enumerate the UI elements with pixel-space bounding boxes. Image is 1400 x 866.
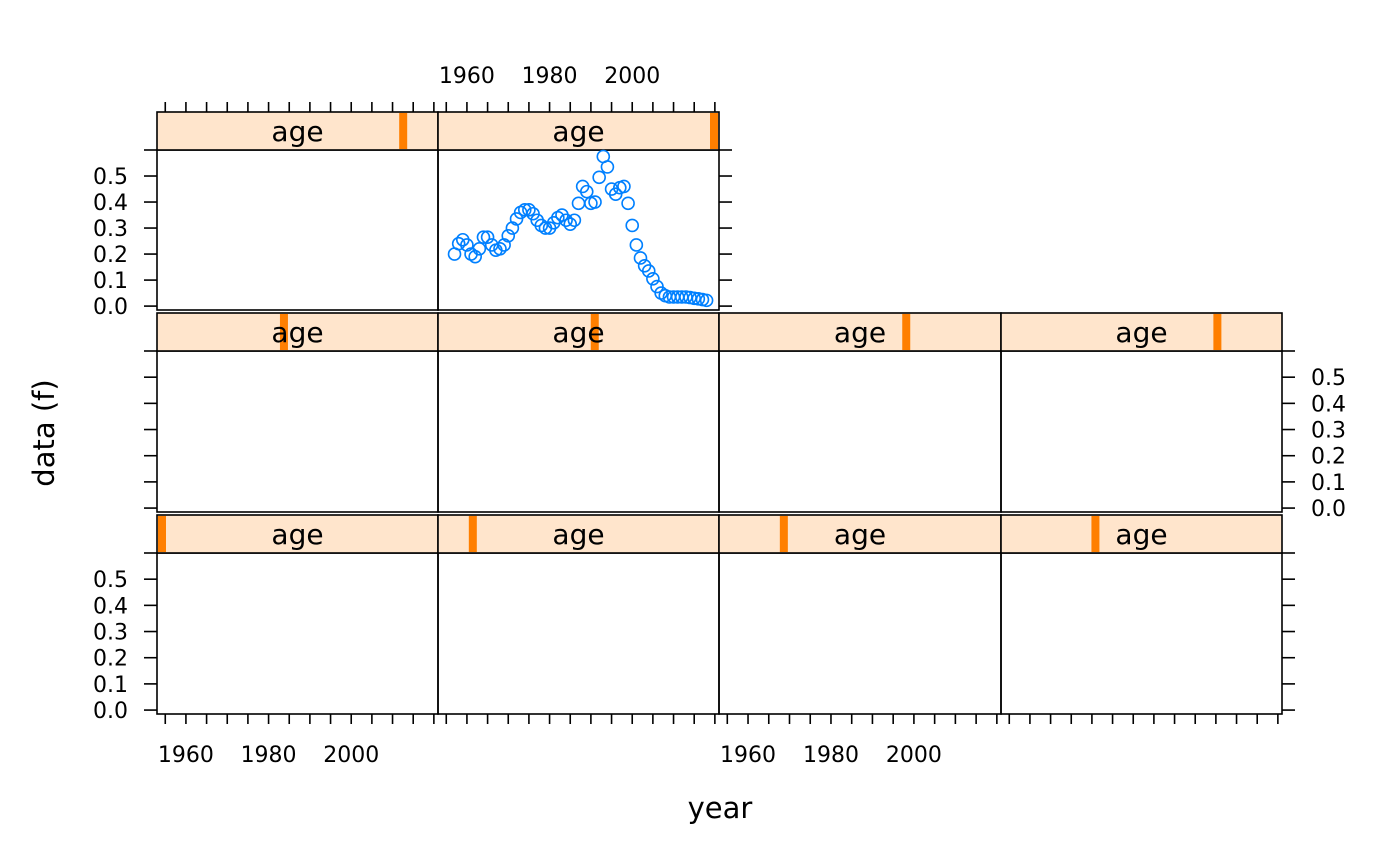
data-point-1-47 — [641, 264, 656, 278]
data-point-1-48 — [646, 271, 660, 286]
data-point-1-18 — [522, 203, 536, 217]
panel-strip-7 — [437, 514, 720, 554]
strip-level-marker-6 — [158, 516, 166, 552]
data-point-1-61 — [699, 293, 714, 308]
panel-3 — [437, 350, 720, 513]
panel-9 — [1000, 552, 1283, 715]
strip-level-marker-1 — [710, 113, 718, 149]
strip-label-1: age — [552, 115, 604, 148]
y-tick-label-r1-right-1: 0.1 — [1311, 471, 1346, 496]
x-tick-label-bot-c2-1: 1980 — [803, 743, 859, 768]
strip-level-marker-8 — [779, 516, 788, 552]
strip-label-0: age — [271, 115, 323, 148]
strip-level-marker-0 — [399, 113, 408, 149]
x-tick-label-top-c1-0: 1960 — [439, 64, 495, 89]
y-axis-title: data (f) — [27, 379, 61, 486]
panel-6 — [156, 552, 439, 715]
y-tick-label-r0-left-0: 0.0 — [93, 295, 128, 320]
strip-label-7: age — [552, 518, 604, 551]
strip-level-marker-7 — [468, 516, 477, 552]
strip-label-8: age — [834, 518, 886, 551]
data-point-1-17 — [517, 203, 532, 217]
data-point-1-43 — [625, 218, 640, 233]
data-point-1-41 — [617, 179, 631, 194]
y-tick-label-r1-right-5: 0.5 — [1311, 366, 1346, 391]
y-tick-label-r0-left-3: 0.3 — [93, 217, 128, 242]
panel-strip-5 — [1000, 312, 1283, 352]
x-tick-label-bot-c2-0: 1960 — [720, 743, 776, 768]
y-tick-label-r0-left-1: 0.1 — [93, 269, 128, 294]
panel-strip-3 — [437, 312, 720, 352]
y-tick-label-r1-right-3: 0.3 — [1311, 419, 1346, 444]
panel-strip-6 — [156, 514, 439, 554]
panel-8 — [718, 552, 1002, 715]
data-point-1-14 — [505, 221, 520, 235]
strip-level-marker-3 — [590, 314, 599, 350]
strip-level-marker-5 — [1213, 314, 1222, 350]
data-point-1-8 — [480, 230, 495, 244]
strip-label-3: age — [552, 316, 604, 349]
points-layer — [447, 149, 714, 308]
data-point-1-44 — [629, 238, 644, 252]
panel-4 — [718, 350, 1002, 513]
y-tick-label-r2-left-5: 0.5 — [93, 568, 128, 593]
strip-level-marker-4 — [902, 314, 911, 350]
y-tick-label-r2-left-3: 0.3 — [93, 621, 128, 646]
data-point-1-45 — [633, 251, 648, 265]
x-tick-label-bot-c2-2: 2000 — [886, 743, 942, 768]
data-point-1-27 — [559, 213, 573, 228]
data-point-1-5 — [468, 249, 482, 264]
panel-5 — [1000, 350, 1283, 513]
data-point-1-12 — [497, 238, 511, 252]
panel-2 — [156, 350, 439, 513]
strip-label-9: age — [1115, 518, 1167, 551]
data-point-1-29 — [567, 213, 582, 228]
panels-layer: age age age age age age age age age age — [156, 111, 1283, 715]
y-tick-label-r0-left-5: 0.5 — [93, 165, 128, 190]
data-point-1-32 — [579, 184, 594, 199]
y-tick-label-r2-left-0: 0.0 — [93, 699, 128, 724]
strip-level-marker-2 — [279, 314, 288, 350]
y-tick-label-r1-right-4: 0.4 — [1311, 392, 1346, 417]
strip-label-5: age — [1115, 316, 1167, 349]
y-tick-label-r2-left-2: 0.2 — [93, 647, 128, 672]
data-point-1-3 — [460, 238, 474, 252]
panel-7 — [437, 552, 720, 715]
strip-level-marker-9 — [1091, 516, 1100, 552]
strip-label-2: age — [271, 316, 323, 349]
data-point-1-34 — [588, 195, 602, 209]
data-point-1-1 — [451, 236, 466, 251]
data-point-1-35 — [592, 170, 606, 185]
y-tick-label-r0-left-4: 0.4 — [93, 191, 128, 216]
panel-0 — [156, 149, 439, 311]
data-point-1-11 — [493, 242, 507, 256]
y-tick-label-r1-right-2: 0.2 — [1311, 445, 1346, 470]
data-point-1-6 — [472, 242, 487, 256]
y-tick-label-r0-left-2: 0.2 — [93, 243, 128, 268]
panel-strip-9 — [1000, 514, 1283, 554]
x-axis-title: year — [688, 791, 753, 825]
x-tick-label-bot-c0-1: 1980 — [241, 743, 297, 768]
x-tick-label-bot-c0-0: 1960 — [158, 743, 214, 768]
panel-strip-0 — [156, 111, 439, 151]
x-tick-label-top-c1-1: 1980 — [522, 64, 578, 89]
strip-label-4: age — [834, 316, 886, 349]
y-tick-label-r2-left-1: 0.1 — [93, 673, 128, 698]
data-point-1-7 — [476, 230, 491, 244]
y-tick-label-r2-left-4: 0.4 — [93, 594, 128, 619]
data-point-1-37 — [600, 160, 615, 174]
panel-strip-1 — [437, 111, 720, 151]
strip-label-6: age — [271, 518, 323, 551]
data-point-1-28 — [563, 217, 578, 231]
y-tick-label-r1-right-0: 0.0 — [1311, 497, 1346, 522]
x-tick-label-bot-c0-2: 2000 — [323, 743, 379, 768]
x-tick-label-top-c1-2: 2000 — [604, 64, 660, 89]
data-point-1-30 — [571, 196, 586, 211]
data-point-1-42 — [621, 196, 635, 211]
panel-1 — [437, 149, 720, 311]
data-point-1-13 — [501, 229, 516, 243]
